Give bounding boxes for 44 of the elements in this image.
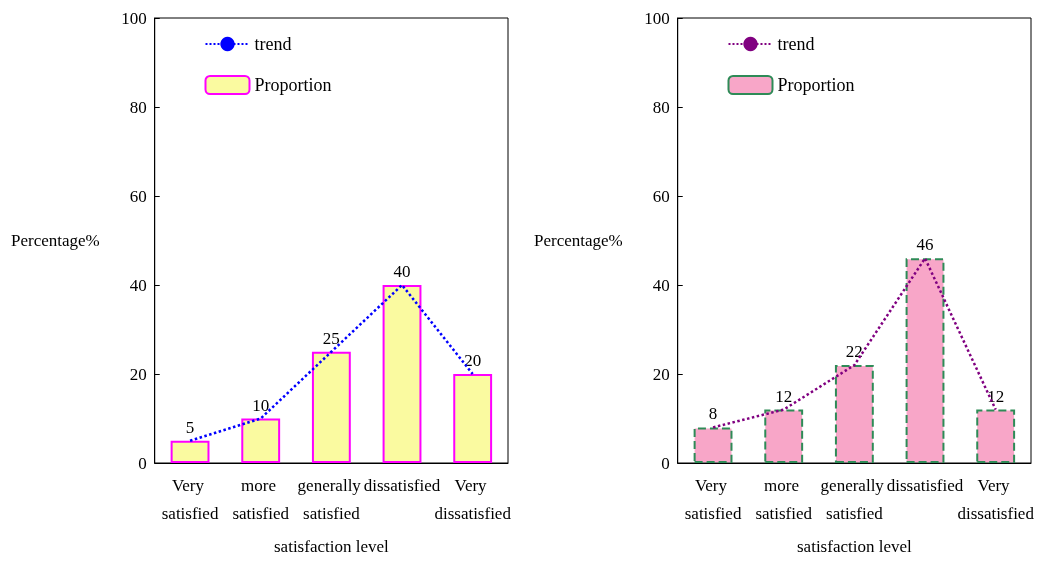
bar (905, 258, 945, 463)
data-label: 20 (464, 351, 482, 370)
data-label: 8 (708, 404, 718, 424)
x-axis-title: satisfaction level (797, 537, 912, 556)
bar (693, 427, 733, 463)
bar (311, 351, 351, 463)
data-label: 46 (916, 235, 934, 255)
y-tick-label: 100 (121, 8, 147, 28)
data-label: 12 (775, 386, 793, 406)
data-label: 10 (252, 395, 270, 415)
y-tick-label: 60 (652, 186, 670, 206)
legend-label: Proportion (254, 75, 332, 95)
x-tick-label: Very satisfied (161, 475, 219, 523)
y-tick-label: 0 (138, 453, 147, 473)
legend-label: trend (777, 34, 815, 54)
bar (170, 440, 210, 463)
x-tick-label: dissatisfied (886, 475, 964, 495)
y-tick-label: 40 (652, 275, 670, 295)
data-label: 25 (322, 328, 340, 348)
y-tick-label: 60 (129, 186, 147, 206)
y-tick-label: 80 (652, 97, 670, 117)
y-tick-label: 100 (644, 8, 670, 28)
bar (834, 365, 874, 463)
legend-label: trend (254, 34, 292, 54)
bar (976, 409, 1016, 463)
legend-label: Proportion (777, 75, 855, 95)
x-tick-label: dissatisfied (363, 475, 441, 495)
y-tick-label: 40 (129, 275, 147, 295)
bar (453, 374, 493, 463)
data-label: 5 (185, 417, 195, 437)
data-label: 12 (987, 386, 1005, 406)
bar (241, 418, 281, 463)
bar (382, 285, 422, 463)
x-tick-label: Very satisfied (684, 475, 742, 523)
bar (764, 409, 804, 463)
y-tick-label: 80 (129, 97, 147, 117)
x-axis-title: satisfaction level (274, 537, 389, 556)
data-label: 22 (845, 342, 863, 362)
y-tick-label: 20 (652, 364, 670, 384)
y-tick-label: 0 (661, 453, 670, 473)
data-label: 40 (393, 262, 411, 281)
y-axis-title: Percentage% (10, 231, 100, 250)
y-tick-label: 20 (129, 364, 147, 384)
y-axis-title: Percentage% (533, 231, 623, 250)
